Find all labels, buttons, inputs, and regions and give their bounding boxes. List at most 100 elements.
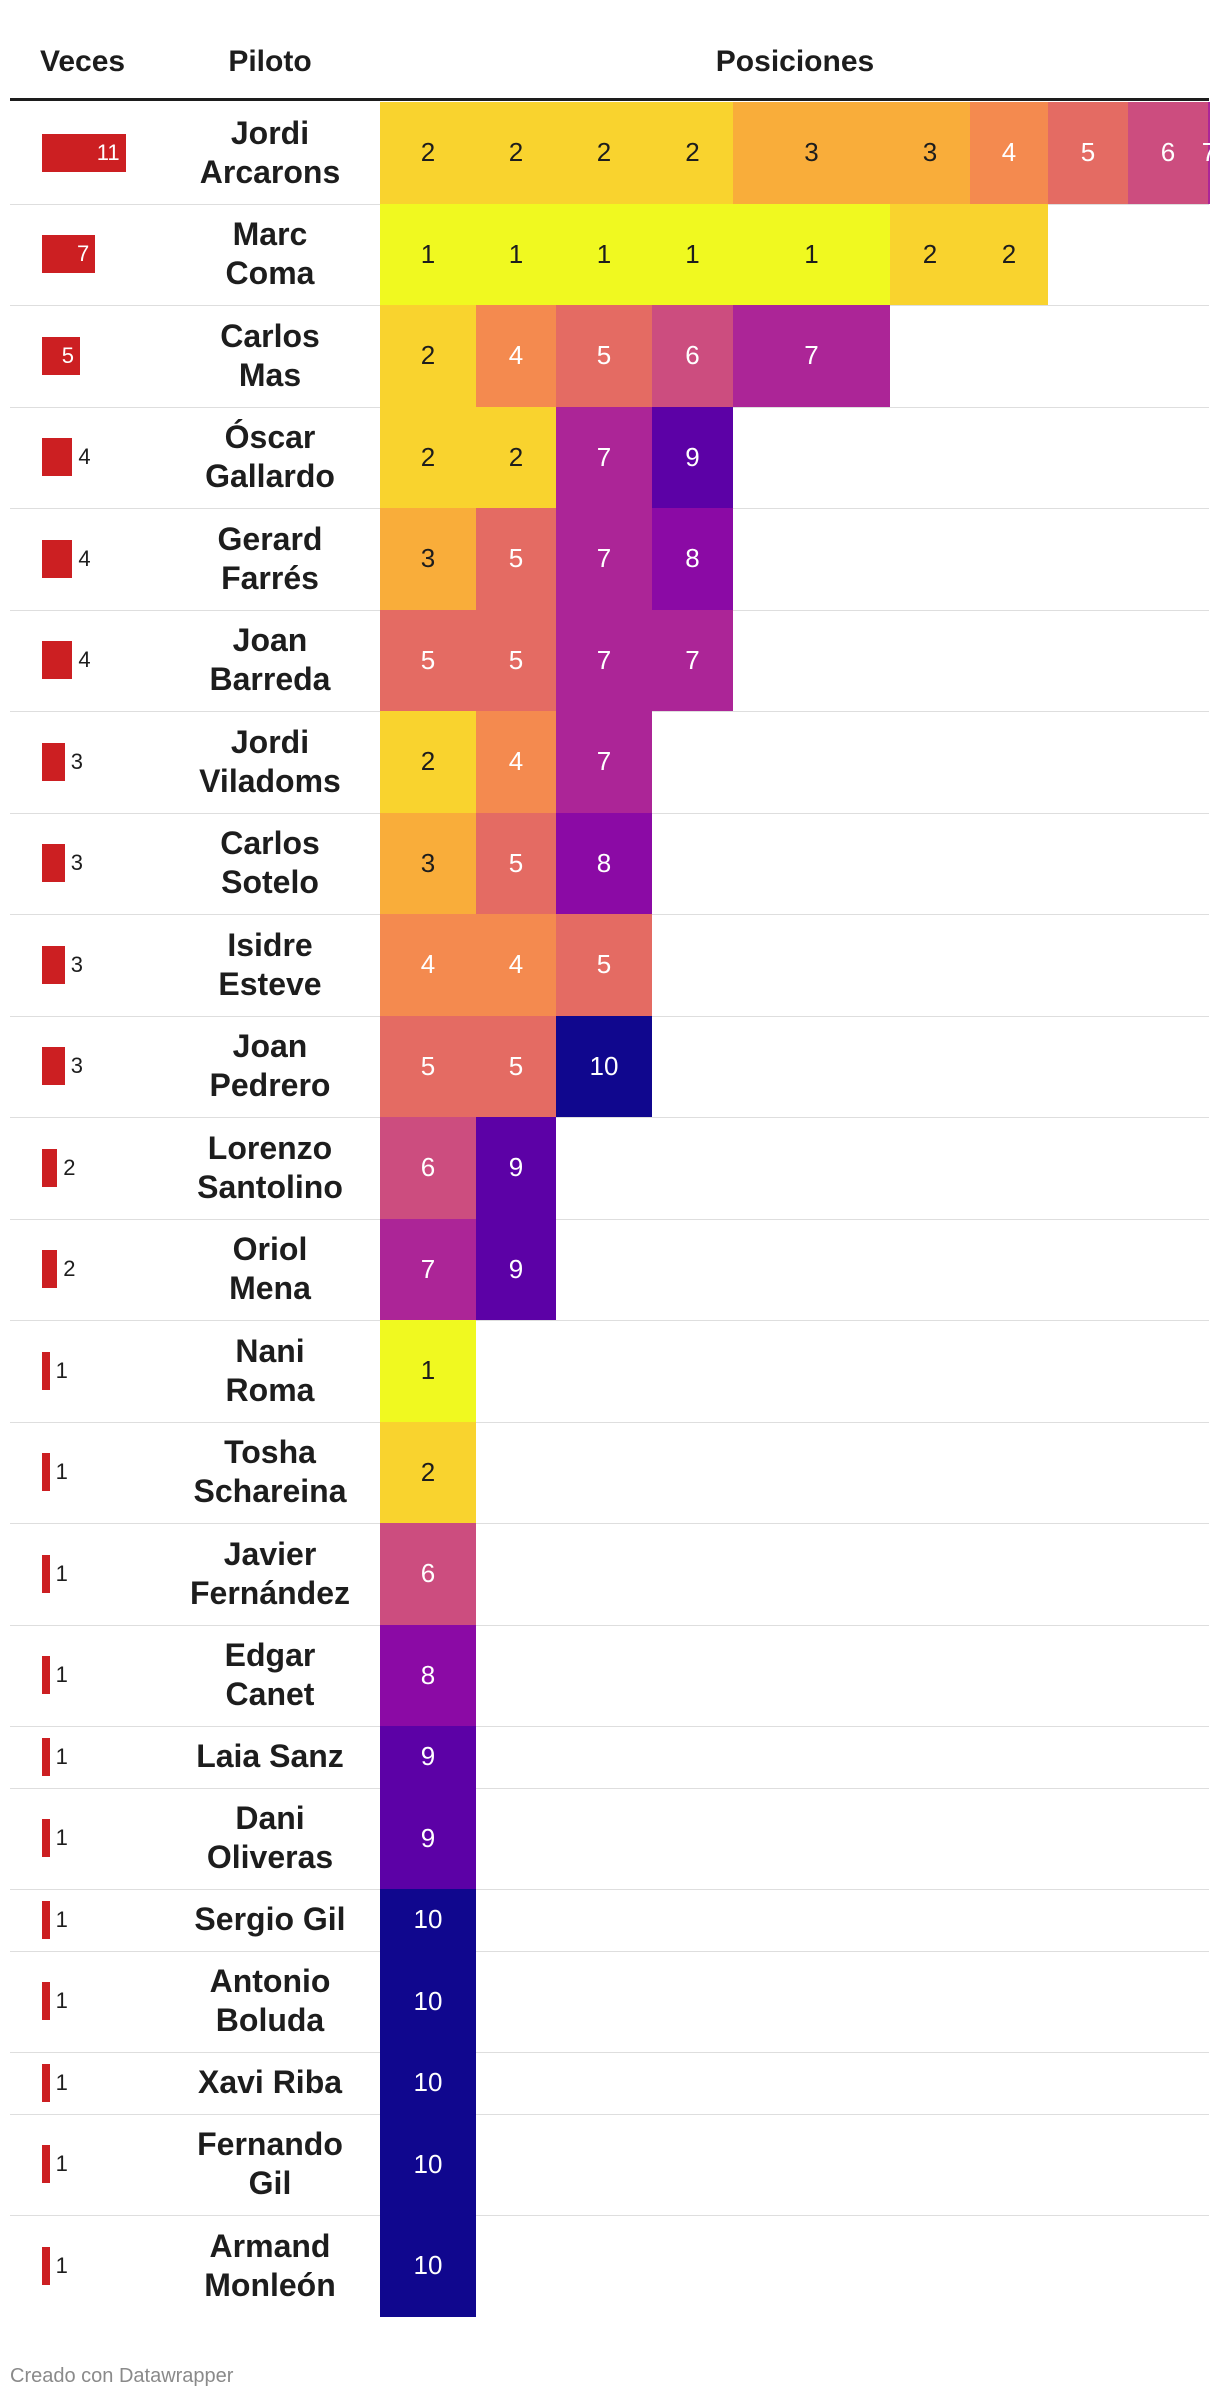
row-divider (10, 2052, 1209, 2053)
position-cell: 6 (380, 1117, 476, 1219)
pilot-name: Dani Oliveras (206, 1800, 334, 1876)
position-cell: 10 (380, 2215, 476, 2317)
position-cell: 7 (556, 406, 652, 508)
veces-bar (42, 1819, 50, 1858)
veces-bar (42, 2246, 50, 2285)
position-cell: 2 (556, 102, 652, 204)
row-divider (10, 1889, 1209, 1890)
pilot-name: Armand Monleón (204, 2227, 336, 2303)
position-cell: 5 (476, 508, 556, 610)
veces-label: 1 (55, 1906, 68, 1932)
position-cell: 4 (476, 914, 556, 1016)
veces-label: 1 (55, 1825, 68, 1851)
veces-label: 1 (55, 2151, 68, 2177)
position-cell: 6 (380, 1523, 476, 1625)
position-cell: 1 (556, 203, 652, 305)
position-cell: 7 (556, 508, 652, 610)
pilot-name: Gerard Farrés (217, 520, 323, 596)
position-cell: 1 (652, 203, 733, 305)
position-cell: 5 (556, 305, 652, 407)
position-cell: 5 (556, 914, 652, 1016)
veces-label: 4 (78, 647, 91, 673)
pilot-name: Xavi Riba (197, 2064, 343, 2101)
pilot-name: Jordi Viladoms (199, 723, 341, 799)
position-cell: 6 (652, 305, 733, 407)
position-cell: 7 (556, 609, 652, 711)
veces-bar (42, 539, 73, 578)
position-cell: 4 (476, 305, 556, 407)
position-cell: 7 (556, 711, 652, 813)
veces-label: 1 (55, 2069, 68, 2095)
pilot-name: Carlos Sotelo (220, 825, 320, 901)
veces-bar (42, 438, 73, 477)
position-cell: 3 (733, 102, 890, 204)
position-cell: 7 (380, 1218, 476, 1320)
veces-label: 1 (55, 1459, 68, 1485)
position-cell: 2 (380, 305, 476, 407)
veces-bar (42, 1656, 50, 1695)
row-divider (10, 1421, 1209, 1423)
position-cell: 5 (380, 609, 476, 711)
position-cell: 8 (652, 508, 733, 610)
position-cell: 2 (476, 406, 556, 508)
position-cell: 2 (476, 102, 556, 204)
veces-label: 1 (55, 1988, 68, 2014)
veces-label: 11 (96, 139, 120, 165)
veces-bar (42, 336, 80, 375)
position-cell: 9 (652, 406, 733, 508)
veces-label: 1 (55, 1357, 68, 1383)
veces-bar (42, 641, 73, 680)
position-cell: 9 (380, 1787, 476, 1889)
position-cell: 10 (380, 2113, 476, 2215)
pilot-name: Javier Fernández (189, 1535, 351, 1611)
pilot-name: Carlos Mas (220, 317, 320, 393)
row-divider (10, 1218, 1209, 1220)
veces-bar (42, 1047, 65, 1086)
header-veces: Veces (40, 45, 126, 78)
position-cell: 10 (380, 1889, 476, 1951)
position-cell: 4 (476, 711, 556, 813)
veces-label: 1 (55, 1743, 68, 1769)
pilot-name: Edgar Canet (224, 1637, 316, 1713)
row-divider (10, 2113, 1209, 2115)
position-cell: 9 (476, 1218, 556, 1320)
veces-label: 1 (55, 2252, 68, 2278)
position-cell: 1 (476, 203, 556, 305)
position-cell: 10 (556, 1015, 652, 1117)
position-cell: 2 (380, 102, 476, 204)
position-cell: 10 (380, 1950, 476, 2052)
row-divider (10, 2215, 1209, 2216)
veces-bar (42, 1737, 50, 1776)
position-cell: 9 (380, 1726, 476, 1788)
position-cell: 7 (733, 305, 890, 407)
position-cell: 5 (1048, 102, 1128, 204)
veces-label: 2 (63, 1256, 76, 1282)
position-cell: 1 (380, 1320, 476, 1422)
position-cell: 2 (652, 102, 733, 204)
position-cell: 7 (652, 609, 733, 711)
pilot-name: Oriol Mena (229, 1231, 311, 1307)
veces-bar (42, 945, 65, 984)
row-divider (10, 1523, 1209, 1524)
row-divider (10, 1117, 1209, 1118)
veces-label: 3 (70, 850, 84, 876)
pilot-name: Isidre Esteve (218, 926, 322, 1002)
position-cell: 5 (380, 1015, 476, 1117)
pilot-name: Jordi Arcarons (199, 114, 341, 190)
position-cell: 3 (380, 508, 476, 610)
row-divider (10, 1320, 1209, 1321)
position-cell: 2 (890, 203, 970, 305)
position-cell: 7 (1202, 102, 1216, 204)
veces-bar (42, 742, 65, 781)
position-cell: 5 (476, 812, 556, 914)
position-cell: 9 (476, 1117, 556, 1219)
veces-bar (42, 1250, 58, 1289)
row-divider (10, 1726, 1209, 1727)
pilot-name: Marc Coma (225, 216, 315, 292)
header-posiciones: Posiciones (715, 45, 875, 78)
position-cell: 6 (1128, 102, 1208, 204)
position-cell: 10 (380, 2052, 476, 2114)
veces-label: 5 (61, 342, 74, 368)
pilot-name: Joan Barreda (209, 622, 331, 698)
